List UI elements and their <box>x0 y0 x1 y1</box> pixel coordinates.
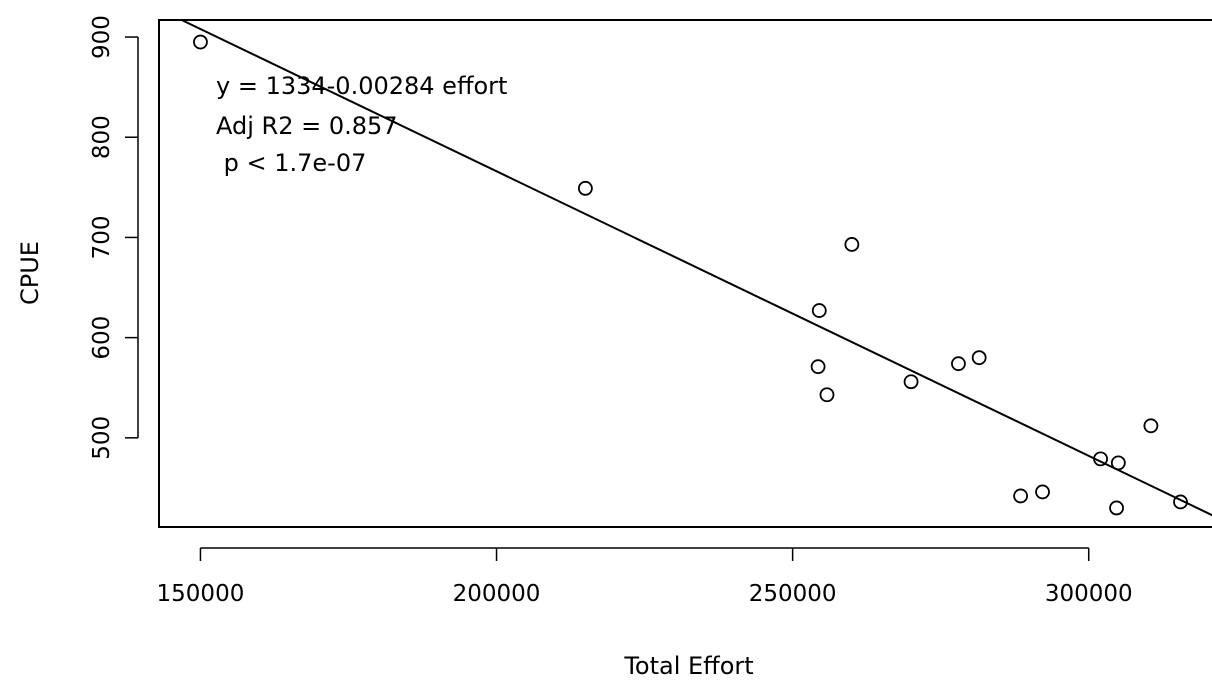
data-point <box>951 356 966 372</box>
data-point <box>811 303 827 318</box>
data-point <box>1110 455 1126 471</box>
annotation-adj-r2: Adj R2 = 0.857 <box>216 112 398 140</box>
data-point <box>971 350 987 366</box>
x-tick-label: 200000 <box>453 581 541 607</box>
y-tick-label: 800 <box>89 115 115 159</box>
regression-line <box>181 19 1212 517</box>
data-point <box>1143 418 1159 434</box>
regression-layer <box>181 19 1212 517</box>
x-axis-title: Total Effort <box>623 652 753 680</box>
data-point <box>1035 484 1050 500</box>
y-tick-label: 700 <box>89 215 115 259</box>
y-tick-label: 900 <box>89 15 115 59</box>
x-tick-label: 150000 <box>157 581 245 607</box>
data-point <box>810 359 826 375</box>
data-point <box>193 34 208 50</box>
annotation-p-value: p < 1.7e-07 <box>216 149 366 177</box>
data-point <box>903 374 919 390</box>
data-point <box>1109 500 1124 516</box>
data-point <box>1173 494 1188 510</box>
y-tick-label: 600 <box>89 316 115 360</box>
data-point <box>844 237 860 252</box>
points-layer <box>193 34 1188 516</box>
plot-frame <box>158 19 1212 528</box>
y-axis-title: CPUE <box>16 241 44 305</box>
data-point <box>819 387 835 403</box>
data-point <box>1093 451 1108 467</box>
annotation-equation: y = 1334-0.00284 effort <box>216 72 507 100</box>
axes-layer: 150000 200000 250000 300000 500 600 700 800 900 <box>89 15 1133 607</box>
x-tick-label: 300000 <box>1045 581 1133 607</box>
x-tick-label: 250000 <box>749 581 837 607</box>
data-point <box>577 180 593 196</box>
data-point <box>1013 488 1029 504</box>
y-tick-label: 500 <box>89 416 115 460</box>
